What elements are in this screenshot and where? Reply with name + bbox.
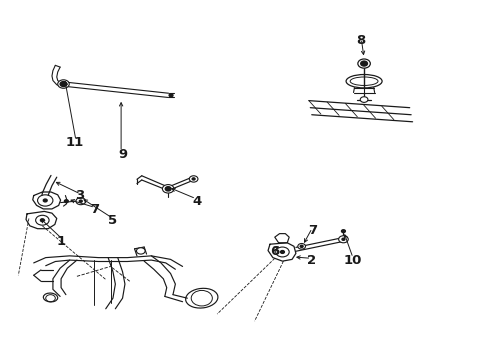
Circle shape (58, 80, 69, 88)
Circle shape (38, 195, 53, 206)
Circle shape (300, 245, 303, 247)
Circle shape (65, 200, 68, 203)
Circle shape (339, 236, 348, 243)
Circle shape (358, 59, 370, 68)
Text: 2: 2 (307, 254, 316, 267)
Text: 1: 1 (57, 235, 66, 248)
Text: 11: 11 (65, 136, 84, 149)
Circle shape (60, 82, 67, 86)
Circle shape (137, 248, 145, 254)
Text: 4: 4 (193, 195, 201, 208)
Circle shape (192, 178, 195, 180)
Circle shape (76, 198, 86, 205)
Text: 3: 3 (74, 189, 84, 202)
Circle shape (79, 200, 82, 202)
Circle shape (62, 83, 65, 85)
Circle shape (41, 219, 44, 222)
Circle shape (166, 188, 170, 190)
Circle shape (360, 97, 368, 102)
Text: 5: 5 (108, 214, 118, 227)
Circle shape (43, 199, 47, 202)
Text: 6: 6 (270, 245, 279, 258)
Text: 10: 10 (344, 254, 362, 267)
Text: 7: 7 (308, 224, 317, 237)
Ellipse shape (186, 288, 218, 308)
Circle shape (189, 176, 198, 182)
Circle shape (276, 247, 289, 257)
Circle shape (169, 94, 173, 97)
Text: 7: 7 (91, 203, 100, 216)
Circle shape (281, 251, 284, 253)
Text: 8: 8 (357, 34, 366, 47)
Circle shape (162, 185, 174, 193)
Circle shape (362, 62, 366, 65)
Text: 9: 9 (118, 148, 127, 161)
Circle shape (342, 230, 345, 233)
Circle shape (298, 243, 305, 249)
Circle shape (361, 61, 368, 66)
Ellipse shape (346, 75, 382, 88)
Ellipse shape (43, 293, 58, 302)
Circle shape (342, 238, 345, 240)
Circle shape (36, 215, 49, 225)
Circle shape (165, 187, 171, 191)
